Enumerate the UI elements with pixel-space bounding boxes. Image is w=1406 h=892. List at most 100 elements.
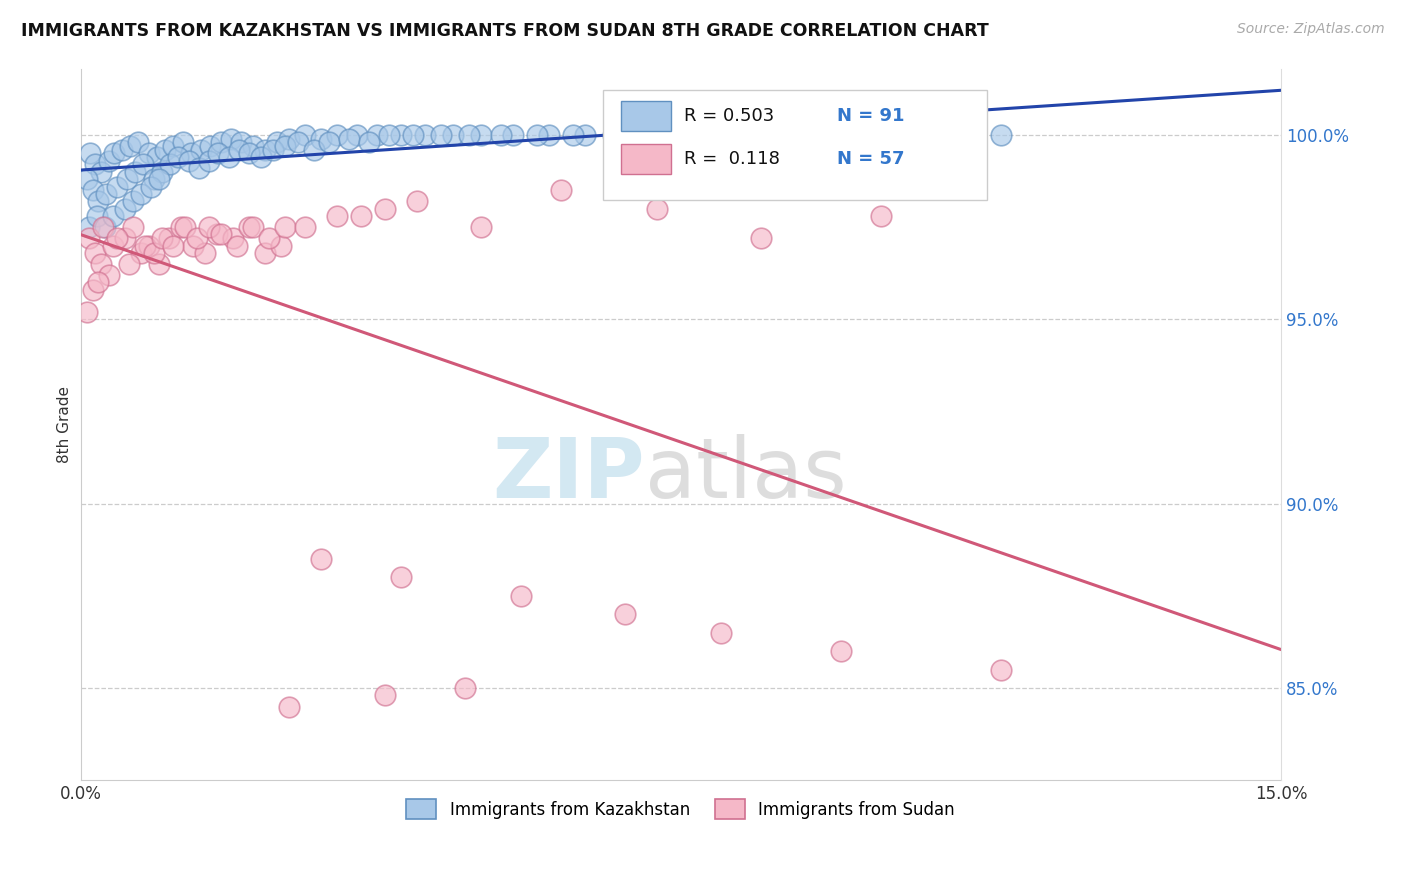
Point (173, 220, 195, 235)
Point (302, 143, 325, 157)
Point (765, 128, 787, 142)
Point (561, 128, 583, 142)
Text: R =  0.118: R = 0.118 (685, 150, 780, 168)
Legend: Immigrants from Kazakhstan, Immigrants from Sudan: Immigrants from Kazakhstan, Immigrants f… (399, 793, 962, 825)
Point (613, 607, 636, 622)
Point (441, 128, 464, 142)
Point (242, 139, 264, 153)
Point (129, 186, 152, 201)
Point (77, 220, 100, 235)
Point (990, 663, 1012, 677)
Point (97, 153, 120, 168)
Text: Source: ZipAtlas.com: Source: ZipAtlas.com (1237, 22, 1385, 37)
Point (120, 139, 142, 153)
Point (574, 128, 596, 142)
Point (749, 231, 772, 245)
Point (749, 128, 772, 142)
Point (470, 220, 492, 235)
Point (337, 131, 360, 145)
Point (129, 246, 152, 260)
Point (830, 128, 852, 142)
Point (167, 150, 190, 164)
Point (76, 172, 98, 186)
Point (270, 238, 292, 252)
Point (489, 128, 512, 142)
Point (82, 183, 104, 197)
Point (138, 238, 160, 252)
Point (661, 128, 683, 142)
Point (325, 128, 347, 142)
Point (87, 276, 110, 290)
Point (143, 246, 166, 260)
Point (207, 146, 229, 161)
Point (127, 136, 149, 150)
Point (277, 131, 299, 145)
Point (180, 146, 202, 161)
Point (429, 128, 451, 142)
Point (89, 165, 111, 179)
Point (242, 220, 264, 235)
Point (84, 157, 107, 171)
Point (374, 202, 396, 216)
Point (150, 231, 173, 245)
Point (84, 246, 107, 260)
Point (228, 143, 250, 157)
Y-axis label: 8th Grade: 8th Grade (58, 386, 72, 463)
Point (139, 179, 162, 194)
Point (209, 136, 232, 150)
Point (197, 220, 219, 235)
Point (401, 128, 423, 142)
Point (901, 128, 924, 142)
Point (526, 128, 548, 142)
Point (190, 143, 212, 157)
Point (97, 268, 120, 282)
Point (105, 179, 128, 194)
Point (277, 699, 299, 714)
Point (318, 136, 340, 150)
Point (377, 128, 399, 142)
Text: atlas: atlas (645, 434, 846, 515)
Point (150, 165, 173, 179)
Text: R = 0.503: R = 0.503 (685, 107, 775, 125)
Point (273, 139, 295, 153)
Point (177, 153, 200, 168)
Point (91, 220, 114, 235)
Point (645, 128, 668, 142)
Point (349, 209, 371, 223)
Point (509, 589, 531, 603)
Point (602, 128, 624, 142)
Point (162, 238, 184, 252)
Point (94, 186, 117, 201)
Point (209, 227, 232, 242)
Point (869, 128, 891, 142)
Point (111, 143, 134, 157)
Point (153, 143, 176, 157)
Point (117, 257, 139, 271)
Point (613, 128, 636, 142)
Point (132, 157, 155, 171)
Point (103, 146, 125, 161)
Point (121, 220, 143, 235)
Point (205, 227, 228, 242)
Point (79, 146, 101, 161)
Point (253, 143, 276, 157)
Bar (620, 102, 671, 131)
FancyBboxPatch shape (603, 90, 987, 200)
Point (389, 128, 412, 142)
Point (87, 194, 110, 209)
Point (294, 220, 316, 235)
Point (453, 681, 475, 695)
Point (346, 128, 368, 142)
Point (253, 246, 276, 260)
Point (457, 128, 479, 142)
Point (262, 143, 284, 157)
Point (121, 194, 143, 209)
Point (405, 194, 427, 209)
Point (186, 231, 208, 245)
Point (710, 128, 733, 142)
Point (710, 625, 733, 640)
Point (550, 183, 572, 197)
Point (389, 570, 412, 584)
Point (502, 128, 524, 142)
Point (89, 257, 111, 271)
